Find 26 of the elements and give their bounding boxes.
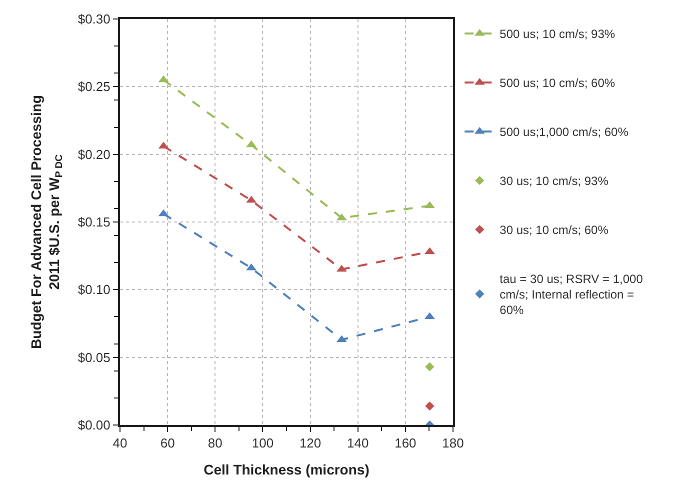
point xyxy=(246,196,256,203)
y-tick-label: $0.25 xyxy=(78,79,110,94)
legend-label: 500 us;1,000 cm/s; 60% xyxy=(500,125,629,140)
legend-label: 30 us; 10 cm/s; 93% xyxy=(500,174,609,188)
legend-label: 30 us; 10 cm/s; 60% xyxy=(500,223,609,238)
point xyxy=(246,140,256,148)
point xyxy=(425,402,434,411)
y-tick-label: $0.05 xyxy=(78,350,110,365)
y-tick-label: $0.10 xyxy=(78,282,110,298)
x-tick-label: 100 xyxy=(252,436,274,451)
legend-label: tau = 30 us; RSRV = 1,000 cm/s; Internal reflection = 60% xyxy=(500,272,644,318)
x-tick-label: 120 xyxy=(299,436,322,451)
x-tick-label: 140 xyxy=(347,436,369,451)
legend-label: 500 us; 10 cm/s; 60% xyxy=(500,76,616,90)
y-tick-label: $0.00 xyxy=(78,418,110,433)
y-tick-label: $0.30 xyxy=(78,12,110,27)
x-tick-label: 60 xyxy=(160,436,175,451)
x-tick-label: 40 xyxy=(112,436,128,451)
x-tick-label: 80 xyxy=(208,436,222,451)
y-tick-label: $0.20 xyxy=(78,146,110,162)
y-tick-label: $0.15 xyxy=(78,214,110,230)
x-axis-title: Cell Thickness (microns) xyxy=(204,461,370,478)
legend-label: 500 us; 10 cm/s; 93% xyxy=(500,27,616,42)
point xyxy=(425,362,434,372)
x-tick-label: 160 xyxy=(394,436,416,451)
x-tick-label: 180 xyxy=(442,436,464,451)
